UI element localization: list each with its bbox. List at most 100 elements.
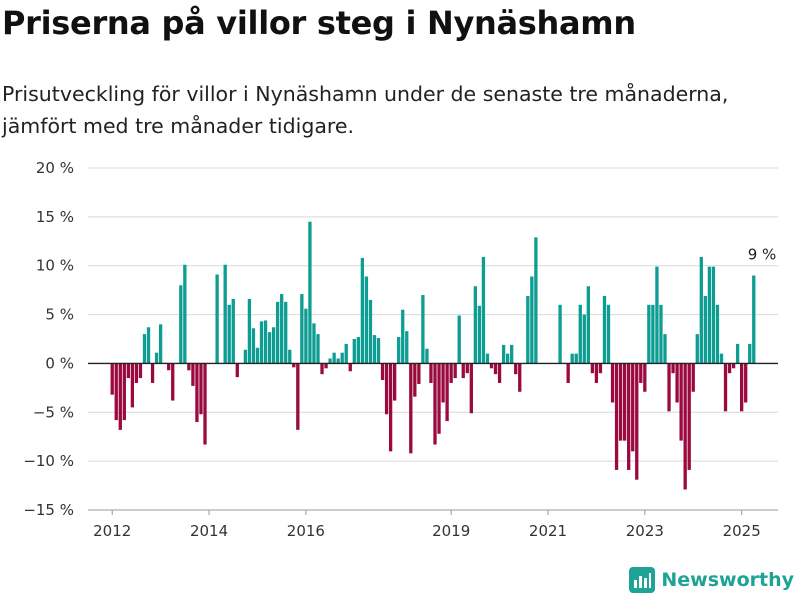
y-tick-label: 15 % (36, 208, 74, 226)
bar (235, 363, 239, 378)
x-tick-label: 2016 (287, 522, 325, 540)
bar (477, 305, 482, 364)
bar (259, 321, 264, 364)
bar (558, 304, 562, 364)
bar (651, 304, 655, 364)
bar (284, 301, 288, 364)
bar (199, 363, 203, 415)
bar (627, 363, 631, 470)
bar (719, 353, 724, 364)
bar (639, 363, 643, 383)
bar (433, 363, 437, 445)
y-tick-label: 20 % (36, 159, 74, 177)
bar (320, 363, 324, 375)
bar (376, 338, 381, 364)
bar (687, 363, 691, 470)
bar (179, 285, 183, 364)
bar (134, 363, 139, 383)
bar (421, 295, 425, 364)
x-tick-label: 2021 (529, 522, 567, 540)
x-tick-label: 2019 (432, 522, 470, 540)
bar (280, 294, 284, 364)
bar (457, 315, 461, 364)
bar (723, 363, 728, 412)
bar (740, 363, 744, 412)
bar (631, 363, 635, 452)
bar (340, 352, 344, 364)
bar (364, 276, 369, 364)
bar (469, 363, 473, 414)
bar (570, 353, 574, 364)
bar (167, 363, 171, 371)
bar (271, 327, 276, 364)
bar (344, 343, 348, 364)
bar (397, 337, 401, 364)
bar (191, 363, 195, 386)
bar (324, 363, 328, 369)
bar (530, 276, 534, 364)
chart-title: Priserna på villor steg i Nynäshamn (2, 4, 636, 42)
bar (618, 363, 623, 441)
bar (731, 363, 736, 369)
bar (671, 363, 675, 374)
bars (110, 221, 756, 490)
bar (655, 266, 659, 364)
brand-name: Newsworthy (661, 569, 794, 591)
bar (114, 363, 118, 421)
bar (465, 363, 469, 374)
bar (360, 257, 365, 364)
bar (667, 363, 671, 412)
bar (227, 304, 231, 364)
bar (735, 343, 740, 364)
newsworthy-brand: Newsworthy (629, 566, 794, 594)
bar (574, 353, 578, 364)
bar (647, 304, 651, 364)
bar (409, 363, 413, 454)
bar (154, 352, 159, 364)
bar (158, 324, 163, 364)
bar (150, 363, 155, 383)
bar (566, 363, 570, 383)
bar (489, 363, 494, 369)
bar (707, 266, 712, 364)
bar (255, 347, 260, 364)
bar (405, 331, 409, 364)
bar (142, 334, 147, 364)
bar (356, 337, 360, 364)
bar (614, 363, 619, 470)
bar (744, 363, 748, 403)
bar (622, 363, 627, 441)
bar (602, 296, 607, 364)
bar (316, 334, 320, 364)
last-value-annotation: 9 % (748, 245, 777, 263)
bar (445, 363, 449, 422)
bar (288, 349, 292, 364)
bar (304, 308, 308, 364)
bar (380, 363, 385, 381)
y-tick-label: −10 % (23, 452, 74, 470)
bar (332, 352, 336, 364)
bar (695, 334, 699, 364)
bar (267, 332, 272, 364)
x-tick-label: 2014 (190, 522, 228, 540)
bar (429, 363, 433, 383)
bar (606, 304, 611, 364)
bar (425, 348, 429, 364)
bar (312, 323, 316, 364)
bar (582, 314, 586, 364)
bar (231, 298, 235, 364)
bar (449, 363, 453, 383)
bar (146, 327, 151, 364)
bar (247, 298, 252, 364)
bar (372, 335, 377, 364)
bar (727, 363, 732, 374)
y-tick-label: −15 % (23, 501, 74, 519)
bar (675, 363, 679, 403)
y-tick-label: 10 % (36, 257, 74, 275)
x-tick-label: 2012 (93, 522, 131, 540)
chart-subtitle: Prisutveckling för villor i Nynäshamn un… (2, 82, 729, 138)
bar (715, 304, 720, 364)
bar (292, 363, 296, 368)
bar (691, 363, 695, 392)
bar (497, 363, 502, 383)
